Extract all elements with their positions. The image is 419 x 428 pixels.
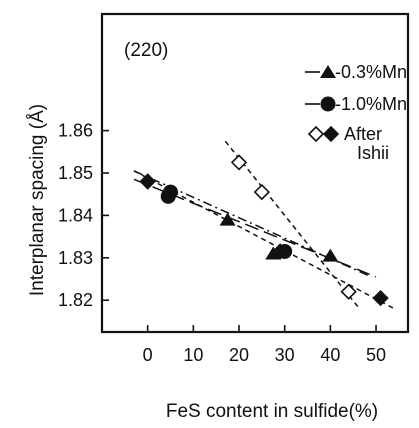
y-tick-label: 1.84	[58, 205, 93, 225]
data-point	[253, 183, 270, 201]
axis-ticks: 0 10 20 30 40 50 1.82 1.83 1.84 1.85 1.86	[58, 121, 386, 365]
x-tick-label: 20	[229, 345, 249, 365]
data-point	[139, 173, 156, 190]
data-point	[163, 184, 179, 200]
data-point	[340, 283, 357, 300]
x-tick-label: 10	[183, 345, 203, 365]
x-axis-title: FeS content in sulfide(%)	[166, 401, 378, 422]
legend-marker	[307, 125, 325, 143]
fit-line	[224, 140, 359, 308]
data-point	[322, 248, 339, 262]
y-tick-label: 1.86	[58, 121, 93, 141]
legend-marker	[322, 125, 340, 143]
y-axis-title: Interplanar spacing (Å)	[27, 104, 48, 296]
legend-marker	[320, 96, 336, 112]
x-tick-label: 40	[320, 345, 340, 365]
y-tick-label: 1.82	[58, 290, 93, 310]
data-point	[219, 212, 236, 226]
y-tick-label: 1.83	[58, 248, 93, 268]
data-point	[271, 243, 289, 260]
data-points	[139, 154, 389, 307]
y-tick-label: 1.85	[58, 163, 93, 183]
x-tick-label: 30	[275, 345, 295, 365]
legend-marker	[320, 65, 336, 78]
x-tick-label: 0	[143, 345, 153, 365]
legend-label: -1.0%Mn	[335, 94, 407, 114]
x-tick-label: 50	[366, 345, 386, 365]
plot-annotation: (220)	[124, 40, 168, 61]
fit-lines	[133, 140, 395, 310]
data-point	[372, 289, 389, 307]
legend-label: Ishii	[357, 143, 389, 163]
data-point	[230, 154, 248, 171]
legend-label: -0.3%Mn	[335, 62, 407, 82]
legend-label: After	[344, 124, 382, 144]
